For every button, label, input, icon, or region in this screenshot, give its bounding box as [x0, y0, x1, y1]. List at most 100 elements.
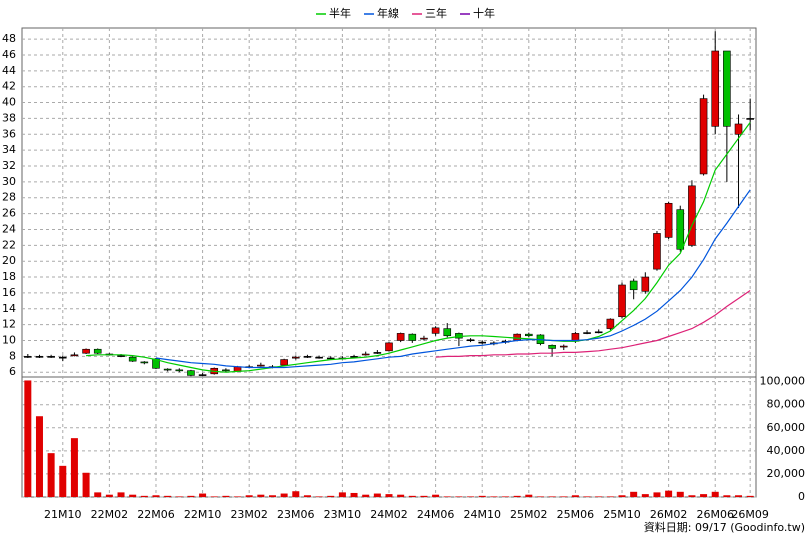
- candle-body: [280, 359, 288, 366]
- x-tick-label: 22M02: [91, 508, 129, 521]
- volume-bar: [117, 492, 125, 497]
- candle-body: [525, 333, 533, 337]
- x-tick-label: 24M02: [370, 508, 408, 521]
- ma-line: [435, 290, 751, 358]
- x-tick-label: 21M10: [44, 508, 82, 521]
- x-tick-label: 26M02: [650, 508, 688, 521]
- x-tick-label: 24M06: [417, 508, 455, 521]
- volume-bar: [257, 494, 265, 497]
- volume-bar: [536, 496, 544, 497]
- volume-bar: [525, 494, 533, 497]
- ma-line: [155, 189, 751, 369]
- y-tick-label: 10: [2, 334, 16, 347]
- candle-body: [641, 276, 650, 292]
- candle-body: [699, 98, 708, 175]
- y-tick-label: 26: [2, 207, 16, 220]
- x-tick-label: 23M06: [277, 508, 315, 521]
- candle-body: [420, 337, 428, 340]
- volume-bar: [338, 492, 346, 497]
- y-tick-label: 32: [2, 159, 16, 172]
- candle-body: [396, 333, 405, 341]
- y-tick-label: 8: [9, 349, 16, 362]
- y-tick-label: 6: [9, 365, 16, 378]
- volume-bar: [548, 496, 556, 497]
- candle-body: [35, 356, 44, 358]
- y-tick-label: 44: [2, 64, 16, 77]
- candle-body: [24, 356, 32, 358]
- volume-bar: [688, 495, 696, 497]
- candle-body: [350, 356, 358, 358]
- volume-bar: [478, 495, 486, 497]
- volume-bar: [303, 495, 311, 497]
- y-tick-label: 20: [2, 254, 16, 267]
- candle-body: [82, 348, 90, 354]
- volume-bar: [735, 495, 743, 497]
- candle-body: [117, 355, 125, 357]
- candle-body: [688, 185, 696, 246]
- x-tick-label: 25M10: [603, 508, 641, 521]
- legend-label: 半年: [329, 6, 351, 20]
- volume-bar: [700, 494, 708, 497]
- candle-body: [676, 209, 685, 250]
- candle-body: [443, 328, 452, 337]
- volume-bar: [443, 496, 451, 497]
- candle-body: [315, 356, 323, 359]
- candle-body: [326, 357, 335, 360]
- volume-bar: [432, 494, 440, 497]
- x-tick-label: 26M06: [696, 508, 734, 521]
- y-tick-label: 42: [2, 80, 16, 93]
- legend-label: 十年: [473, 6, 495, 20]
- candle-body: [385, 342, 393, 352]
- volume-bar: [397, 494, 405, 497]
- volume-bar: [245, 495, 253, 497]
- volume-bar: [408, 495, 416, 497]
- volume-bar: [94, 492, 102, 497]
- legend-label: 年線: [377, 6, 399, 20]
- ma-line: [86, 122, 751, 373]
- candle-body: [163, 368, 172, 371]
- volume-bar: [315, 496, 323, 497]
- volume-bar: [571, 495, 579, 497]
- candle-body: [559, 345, 568, 348]
- volume-bar: [630, 491, 638, 497]
- x-tick-label: 24M10: [463, 508, 501, 521]
- candle-body: [175, 369, 184, 372]
- candle-body: [58, 356, 67, 359]
- volume-bar: [560, 496, 568, 497]
- candle-body: [734, 123, 743, 135]
- y-tick-label: 40: [2, 96, 16, 109]
- y-tick-label: 18: [2, 270, 16, 283]
- candle-body: [431, 327, 440, 334]
- candle-body: [70, 354, 79, 357]
- candle-body: [408, 333, 417, 341]
- y-tick-label: 14: [2, 302, 16, 315]
- x-tick-label: 25M06: [557, 508, 595, 521]
- y2-tick-label: 20,000: [767, 467, 806, 480]
- y2-tick-label: 40,000: [767, 444, 806, 457]
- volume-bar: [583, 496, 591, 497]
- candle-body: [257, 364, 265, 367]
- y-tick-label: 34: [2, 143, 16, 156]
- volume-bar: [327, 495, 335, 497]
- volume-bar: [711, 491, 719, 497]
- candle-body: [548, 344, 556, 349]
- candle-body: [361, 353, 370, 356]
- candle-body: [629, 280, 638, 291]
- y2-tick-label: 100,000: [760, 375, 806, 388]
- x-tick-label: 26M09: [731, 508, 769, 521]
- legend-label: 三年: [425, 6, 447, 20]
- y-tick-label: 38: [2, 111, 16, 124]
- footer-note: 資料日期: 09/17 (Goodinfo.tw): [644, 520, 805, 534]
- volume-bar: [164, 495, 172, 497]
- x-tick-label: 23M10: [324, 508, 362, 521]
- volume-bar: [210, 496, 218, 497]
- x-tick-label: 25M02: [510, 508, 548, 521]
- volume-bar: [152, 495, 160, 497]
- candle-body: [723, 50, 731, 127]
- candle-body: [303, 356, 312, 358]
- volume-bar: [140, 495, 148, 497]
- y-tick-label: 30: [2, 175, 16, 188]
- candle-body: [466, 339, 475, 342]
- x-tick-label: 23M02: [230, 508, 268, 521]
